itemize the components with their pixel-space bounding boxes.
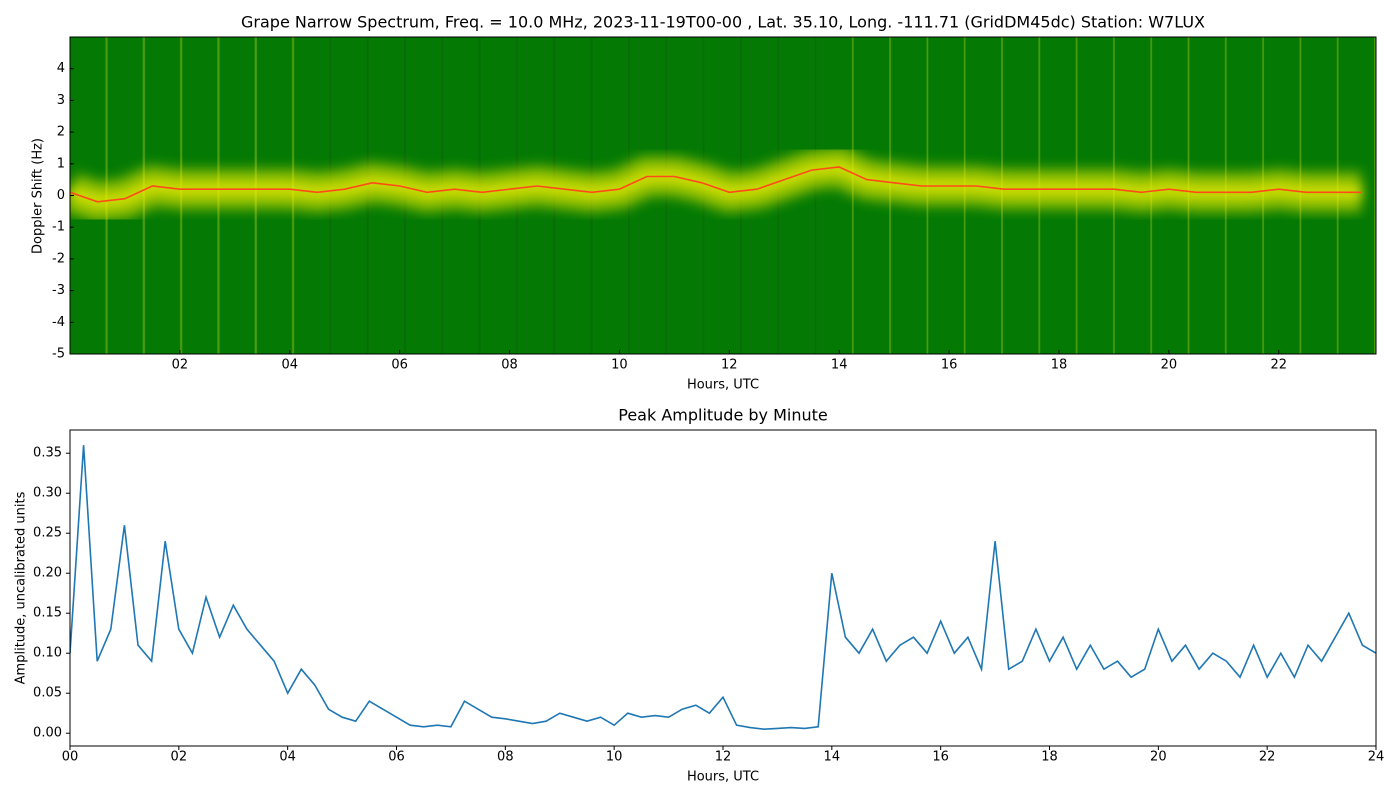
y-tick-label: 0.35 [33,446,62,461]
y-tick-label: 0.10 [33,646,62,661]
y-tick-label: 0.15 [33,606,62,621]
y-tick-label: 1 [57,156,65,171]
x-tick-label: 06 [388,750,405,765]
y-tick-label: 2 [57,125,65,140]
plot-area [70,445,1376,731]
x-tick-label: 02 [172,358,189,373]
y-tick-label: 3 [57,93,65,108]
y-tick-label: 4 [57,61,65,76]
y-tick-label: -1 [52,220,65,235]
y-tick-label: -2 [52,251,65,266]
x-tick-label: 16 [932,750,949,765]
x-tick-label: 14 [831,358,848,373]
chart-title: Grape Narrow Spectrum, Freq. = 10.0 MHz,… [241,13,1205,32]
y-tick-label: 0.25 [33,526,62,541]
x-tick-label: 24 [1368,750,1385,765]
y-axis-label: Doppler Shift (Hz) [31,138,46,254]
x-tick-label: 04 [281,358,298,373]
x-tick-label: 20 [1161,358,1178,373]
chart-title: Peak Amplitude by Minute [618,406,828,425]
x-tick-label: 16 [941,358,958,373]
plot-area [70,37,1376,354]
x-axis-label: Hours, UTC [687,770,759,785]
x-tick-label: 18 [1051,358,1068,373]
x-tick-label: 22 [1259,750,1276,765]
y-tick-label: -4 [52,315,65,330]
y-tick-label: 0.05 [33,686,62,701]
x-tick-label: 18 [1041,750,1058,765]
y-tick-label: -5 [52,347,65,362]
x-tick-label: 10 [606,750,623,765]
x-tick-label: 02 [171,750,188,765]
x-tick-label: 06 [391,358,408,373]
y-tick-label: 0.30 [33,486,62,501]
y-axis-label: Amplitude, uncalibrated units [14,491,29,684]
x-tick-label: 14 [824,750,841,765]
x-tick-label: 04 [279,750,296,765]
x-tick-label: 12 [715,750,732,765]
x-tick-label: 08 [501,358,518,373]
amplitude-line [70,445,1376,731]
x-tick-label: 08 [497,750,514,765]
doppler-trace [70,166,1362,203]
y-tick-label: 0 [57,188,65,203]
x-tick-label: 00 [62,750,79,765]
y-tick-label: 0.20 [33,566,62,581]
x-tick-label: 12 [721,358,738,373]
x-axis-label: Hours, UTC [687,378,759,393]
x-tick-label: 20 [1150,750,1167,765]
x-tick-label: 22 [1270,358,1287,373]
y-tick-label: -3 [52,283,65,298]
x-tick-label: 10 [611,358,628,373]
y-tick-label: 0.00 [33,726,62,741]
